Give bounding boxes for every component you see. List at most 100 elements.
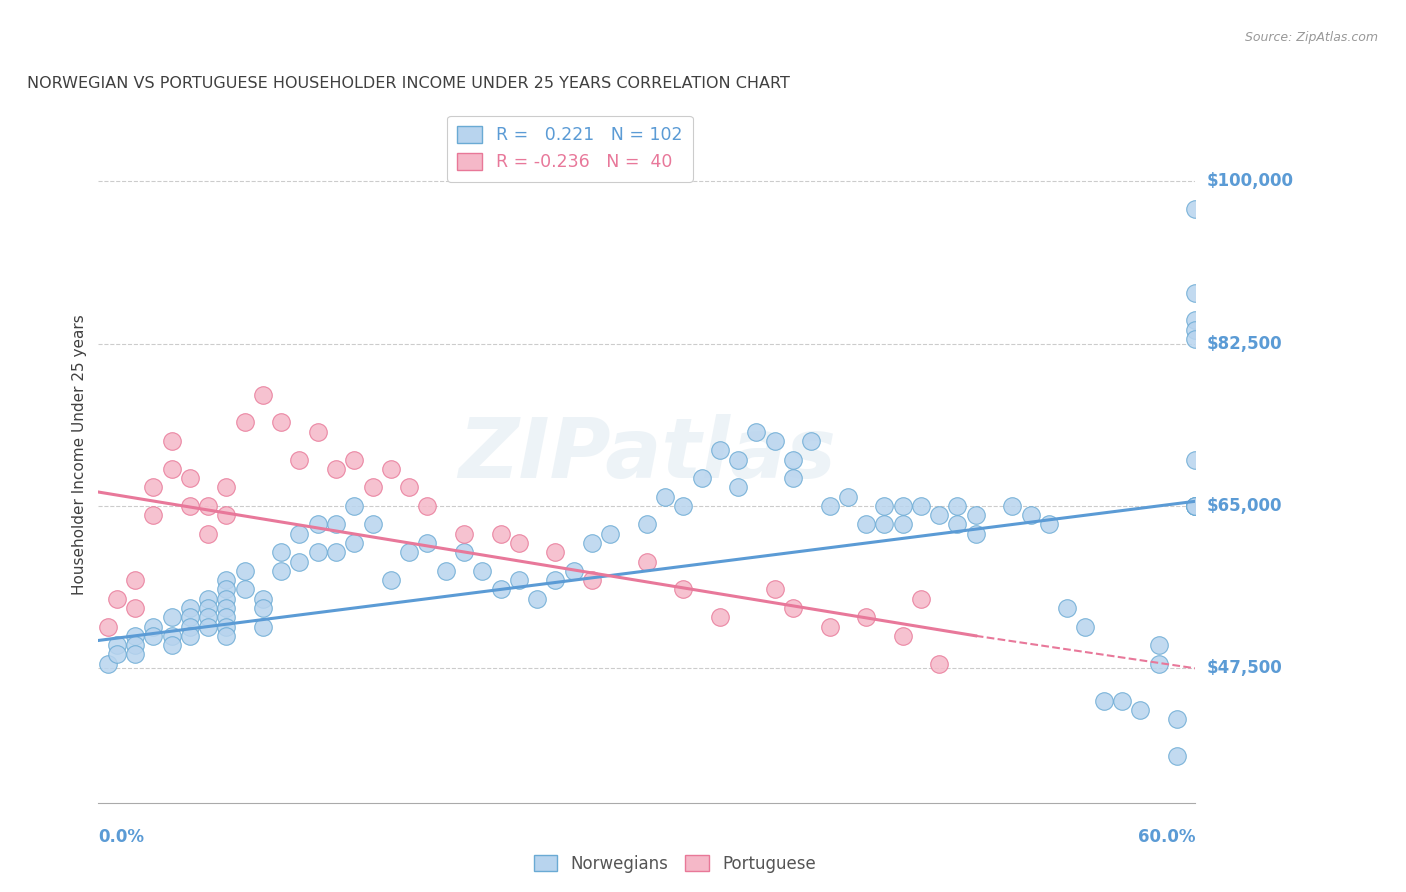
Point xyxy=(672,582,695,597)
Point xyxy=(1184,499,1206,513)
Point xyxy=(965,508,987,523)
Point xyxy=(215,629,238,643)
Point xyxy=(142,619,165,633)
Point xyxy=(873,517,896,532)
Text: $47,500: $47,500 xyxy=(1206,659,1282,677)
Point xyxy=(215,610,238,624)
Point xyxy=(179,619,201,633)
Point xyxy=(361,517,384,532)
Point xyxy=(197,526,219,541)
Point xyxy=(1184,499,1206,513)
Point xyxy=(1038,517,1060,532)
Point xyxy=(179,601,201,615)
Point xyxy=(727,480,749,494)
Point xyxy=(910,591,932,606)
Point xyxy=(270,545,292,559)
Point xyxy=(325,462,347,476)
Point xyxy=(672,499,695,513)
Point xyxy=(252,387,274,401)
Point xyxy=(325,517,347,532)
Text: 60.0%: 60.0% xyxy=(1137,828,1195,846)
Point xyxy=(489,526,512,541)
Point xyxy=(215,582,238,597)
Point xyxy=(416,536,439,550)
Point xyxy=(142,629,165,643)
Point xyxy=(215,573,238,587)
Point xyxy=(855,610,877,624)
Point xyxy=(160,434,183,448)
Point xyxy=(636,555,658,569)
Point xyxy=(508,536,530,550)
Point xyxy=(105,591,128,606)
Point xyxy=(599,526,621,541)
Point xyxy=(160,610,183,624)
Point xyxy=(1111,694,1133,708)
Point xyxy=(398,545,420,559)
Point xyxy=(910,499,932,513)
Point xyxy=(434,564,457,578)
Point xyxy=(288,452,311,467)
Point xyxy=(891,499,914,513)
Point xyxy=(179,499,201,513)
Point xyxy=(891,629,914,643)
Point xyxy=(398,480,420,494)
Point xyxy=(160,462,183,476)
Point xyxy=(124,629,146,643)
Point xyxy=(508,573,530,587)
Point xyxy=(1184,323,1206,337)
Point xyxy=(124,648,146,662)
Point xyxy=(946,517,969,532)
Point xyxy=(928,508,950,523)
Legend: R =   0.221   N = 102, R = -0.236   N =  40: R = 0.221 N = 102, R = -0.236 N = 40 xyxy=(447,116,693,182)
Point xyxy=(270,416,292,430)
Y-axis label: Householder Income Under 25 years: Householder Income Under 25 years xyxy=(72,315,87,595)
Point xyxy=(307,545,329,559)
Point xyxy=(233,582,256,597)
Point xyxy=(1184,202,1206,216)
Point xyxy=(1184,313,1206,327)
Point xyxy=(581,573,603,587)
Point xyxy=(105,638,128,652)
Point xyxy=(252,591,274,606)
Point xyxy=(1056,601,1078,615)
Point xyxy=(1166,712,1188,726)
Point xyxy=(197,610,219,624)
Point xyxy=(544,545,567,559)
Point xyxy=(544,573,567,587)
Point xyxy=(526,591,548,606)
Point xyxy=(142,480,165,494)
Point xyxy=(763,582,786,597)
Point xyxy=(818,619,841,633)
Point xyxy=(818,499,841,513)
Point xyxy=(782,452,804,467)
Point xyxy=(891,517,914,532)
Point xyxy=(1074,619,1097,633)
Point xyxy=(636,517,658,532)
Point xyxy=(105,648,128,662)
Point xyxy=(727,452,749,467)
Point xyxy=(453,545,475,559)
Point xyxy=(215,619,238,633)
Point xyxy=(215,480,238,494)
Text: $100,000: $100,000 xyxy=(1206,172,1294,190)
Point xyxy=(471,564,494,578)
Point xyxy=(562,564,585,578)
Point xyxy=(215,508,238,523)
Point xyxy=(654,490,676,504)
Point xyxy=(800,434,823,448)
Point xyxy=(233,564,256,578)
Point xyxy=(873,499,896,513)
Point xyxy=(1184,452,1206,467)
Point xyxy=(1184,332,1206,346)
Point xyxy=(1147,638,1170,652)
Point xyxy=(179,629,201,643)
Point xyxy=(197,601,219,615)
Point xyxy=(343,536,366,550)
Text: ZIPatlas: ZIPatlas xyxy=(458,415,835,495)
Point xyxy=(709,443,731,458)
Point xyxy=(160,629,183,643)
Point xyxy=(763,434,786,448)
Point xyxy=(142,508,165,523)
Point xyxy=(179,610,201,624)
Point xyxy=(197,499,219,513)
